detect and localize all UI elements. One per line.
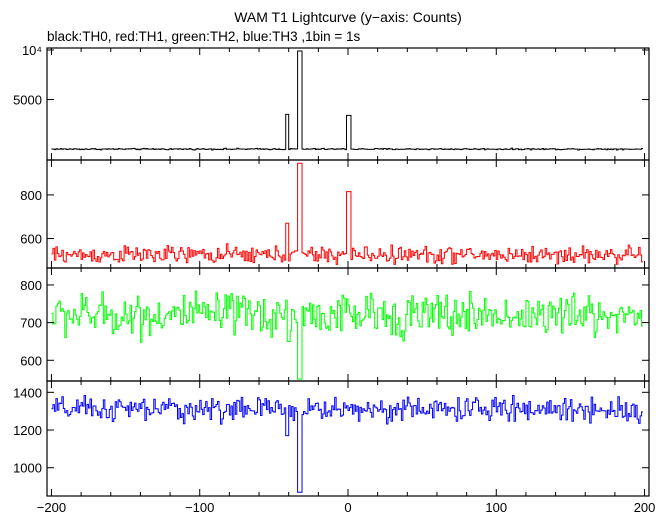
y-tick-label: 10⁴	[22, 43, 42, 58]
y-tick-label: 600	[20, 232, 42, 247]
panel-th2: 600 700 800	[20, 267, 650, 382]
series-line-th0	[51, 50, 644, 151]
y-tick-label: 600	[20, 353, 42, 368]
panel-th3: 1000 1200 1400	[13, 380, 650, 497]
y-tick-label: 700	[20, 316, 42, 331]
series-line-th1	[51, 162, 644, 265]
y-tick-label: 1000	[13, 461, 42, 476]
x-tick-label: 200	[634, 500, 656, 515]
y-tick-label: 1400	[13, 385, 42, 400]
panel-frame	[46, 267, 650, 382]
y-tick-label: 800	[20, 188, 42, 203]
x-axis: −200 −100 0 100 200	[37, 500, 656, 515]
series-line-th2	[51, 290, 644, 380]
panel-th0: 5000 10⁴	[13, 43, 650, 161]
y-tick-label: 800	[20, 278, 42, 293]
series-line-th3	[51, 394, 644, 493]
panel-frame	[46, 47, 650, 161]
chart-title: WAM T1 Lightcurve (y−axis: Counts)	[234, 9, 462, 25]
y-tick-label: 5000	[13, 93, 42, 108]
x-tick-label: −100	[185, 500, 214, 515]
panel-th1: 600 800	[20, 159, 650, 269]
y-tick-label: 1200	[13, 423, 42, 438]
chart-subtitle: black:TH0, red:TH1, green:TH2, blue:TH3 …	[47, 29, 361, 44]
x-tick-label: 0	[344, 500, 351, 515]
panel-frame	[46, 380, 650, 497]
x-tick-label: −200	[37, 500, 66, 515]
panels-layer: 5000 10⁴ 600 800 600 700 800 1000 1200 1400	[13, 43, 650, 497]
x-tick-label: 100	[485, 500, 507, 515]
